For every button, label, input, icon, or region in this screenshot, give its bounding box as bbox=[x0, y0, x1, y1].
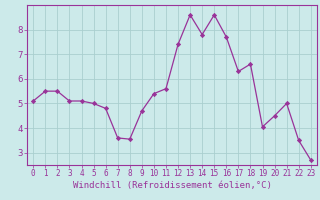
X-axis label: Windchill (Refroidissement éolien,°C): Windchill (Refroidissement éolien,°C) bbox=[73, 181, 271, 190]
